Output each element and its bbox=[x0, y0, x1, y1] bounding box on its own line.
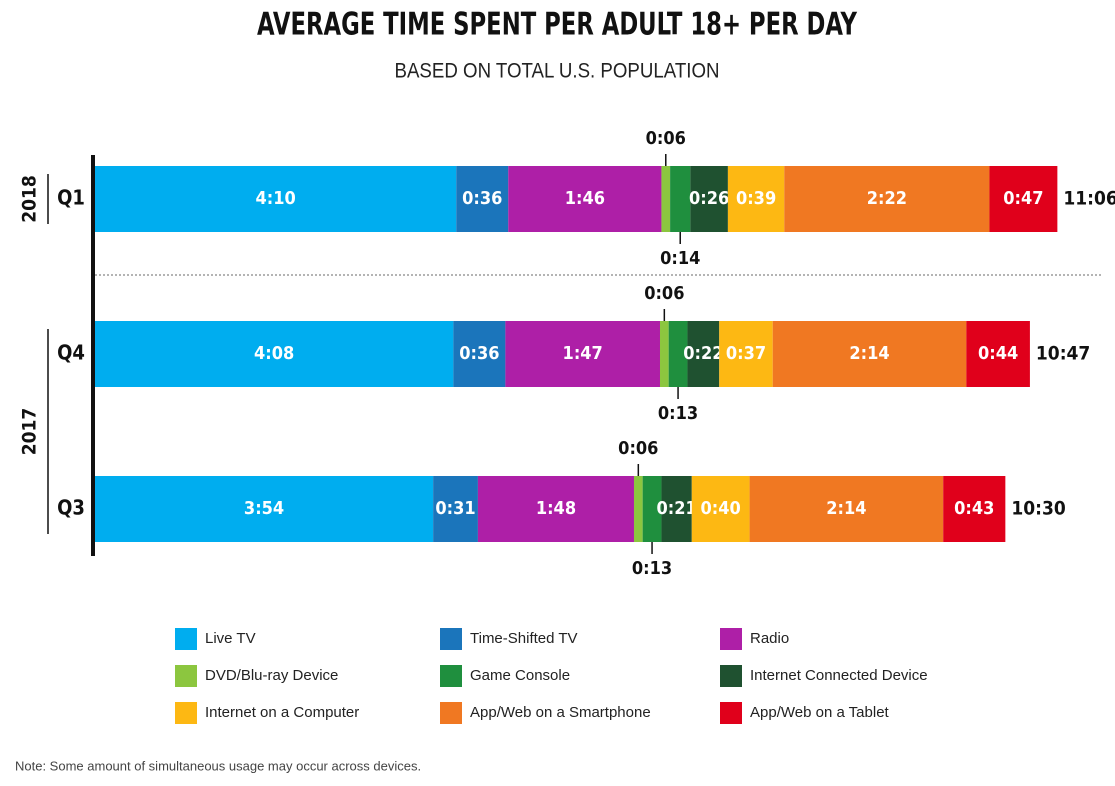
bar-segment bbox=[691, 476, 750, 542]
legend-swatch bbox=[175, 665, 197, 687]
bar-segment bbox=[95, 476, 434, 542]
chart-subtitle: BASED ON TOTAL U.S. POPULATION bbox=[395, 60, 720, 83]
value-label: 4:08 bbox=[254, 343, 294, 364]
bar-segment bbox=[749, 476, 944, 542]
value-label: 0:13 bbox=[658, 403, 698, 424]
legend-label: Radio bbox=[750, 630, 789, 647]
value-label: 2:14 bbox=[826, 498, 866, 519]
bar-segment bbox=[642, 476, 662, 542]
value-label: 2:14 bbox=[849, 343, 889, 364]
value-label: 0:13 bbox=[632, 558, 672, 579]
legend-label: Internet Connected Device bbox=[750, 667, 928, 684]
value-label: 0:21 bbox=[656, 498, 696, 519]
value-label: 0:06 bbox=[644, 283, 684, 304]
bar-segment bbox=[784, 166, 990, 232]
value-label: 0:36 bbox=[462, 188, 502, 209]
legend-label: Time-Shifted TV bbox=[470, 630, 578, 647]
value-label: 1:48 bbox=[536, 498, 576, 519]
legend-swatch bbox=[720, 628, 742, 650]
bar-segment bbox=[719, 321, 773, 387]
legend-swatch bbox=[175, 628, 197, 650]
value-label: 0:31 bbox=[435, 498, 475, 519]
value-label: 0:14 bbox=[660, 248, 700, 269]
value-label: 2:22 bbox=[867, 188, 907, 209]
value-label: 0:26 bbox=[689, 188, 729, 209]
bar-segment bbox=[966, 321, 1030, 387]
category-label: Q4 bbox=[57, 341, 85, 365]
value-label: 0:37 bbox=[726, 343, 766, 364]
value-label: 0:06 bbox=[646, 128, 686, 149]
total-label: 10:30 bbox=[1011, 498, 1066, 520]
legend-swatch bbox=[720, 665, 742, 687]
bar-segment bbox=[687, 321, 720, 387]
group-label: 2018 bbox=[19, 175, 41, 223]
legend-label: Live TV bbox=[205, 630, 256, 647]
legend-label: App/Web on a Smartphone bbox=[470, 704, 651, 721]
legend-label: Game Console bbox=[470, 667, 570, 684]
value-label: 1:46 bbox=[565, 188, 605, 209]
bar-segment bbox=[95, 321, 454, 387]
bar-segment bbox=[95, 166, 457, 232]
value-label: 0:06 bbox=[618, 438, 658, 459]
bar-segment bbox=[433, 476, 478, 542]
bar-segment bbox=[989, 166, 1058, 232]
legend-swatch bbox=[440, 628, 462, 650]
value-label: 0:39 bbox=[736, 188, 776, 209]
bar-segment bbox=[508, 166, 662, 232]
legend-label: Internet on a Computer bbox=[205, 704, 359, 721]
group-label: 2017 bbox=[19, 408, 41, 456]
bar-segment bbox=[668, 321, 688, 387]
bar-segment bbox=[505, 321, 660, 387]
legend-swatch bbox=[720, 702, 742, 724]
bar-segment bbox=[453, 321, 506, 387]
category-label: Q1 bbox=[57, 186, 85, 210]
bar-segment bbox=[661, 476, 692, 542]
legend-swatch bbox=[440, 665, 462, 687]
value-label: 0:22 bbox=[683, 343, 723, 364]
value-label: 0:36 bbox=[459, 343, 499, 364]
bar-segment bbox=[633, 476, 643, 542]
bar-segment bbox=[690, 166, 728, 232]
value-label: 4:10 bbox=[255, 188, 295, 209]
total-label: 10:47 bbox=[1036, 343, 1090, 365]
legend-swatch bbox=[175, 702, 197, 724]
value-label: 0:47 bbox=[1003, 188, 1043, 209]
legend-label: App/Web on a Tablet bbox=[750, 704, 890, 721]
value-label: 1:47 bbox=[563, 343, 603, 364]
category-label: Q3 bbox=[57, 496, 85, 520]
value-label: 0:43 bbox=[954, 498, 994, 519]
value-label: 0:44 bbox=[978, 343, 1018, 364]
legend-label: DVD/Blu-ray Device bbox=[205, 667, 338, 684]
bar-segment bbox=[670, 166, 691, 232]
bar-segment bbox=[943, 476, 1006, 542]
bar-segment bbox=[659, 321, 669, 387]
bar-segment bbox=[477, 476, 634, 542]
value-label: 0:40 bbox=[701, 498, 741, 519]
bar-segment bbox=[772, 321, 967, 387]
chart-title: AVERAGE TIME SPENT PER ADULT 18+ PER DAY bbox=[257, 7, 858, 43]
value-label: 3:54 bbox=[244, 498, 284, 519]
bar-segment bbox=[727, 166, 785, 232]
bar-segment bbox=[456, 166, 509, 232]
legend-swatch bbox=[440, 702, 462, 724]
total-label: 11:06 bbox=[1063, 188, 1115, 210]
bar-segment bbox=[661, 166, 671, 232]
note: Note: Some amount of simultaneous usage … bbox=[15, 758, 421, 773]
